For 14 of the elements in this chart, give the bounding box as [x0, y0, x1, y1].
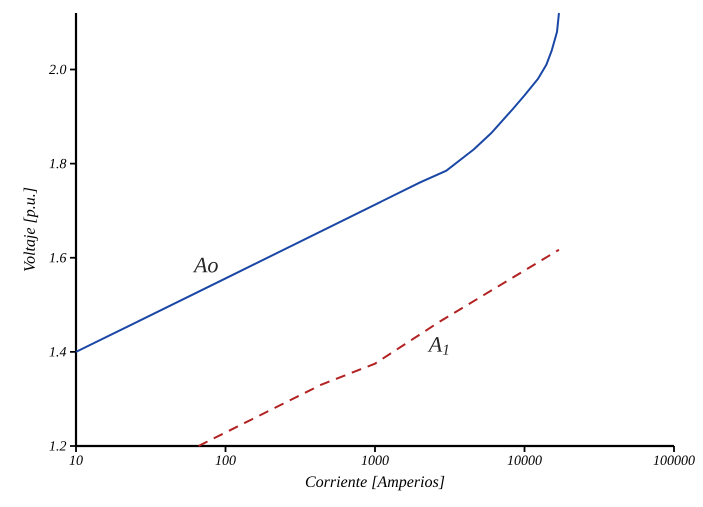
- y-tick-label: 2.0: [48, 64, 66, 74]
- x-tick-label: 100: [216, 456, 236, 465]
- x-axis-title: Corriente [Amperios]: [306, 476, 444, 490]
- x-tick-label: 1000: [362, 456, 389, 465]
- y-tick-label: 1.8: [49, 158, 66, 168]
- x-tick-label: 100000: [654, 456, 695, 465]
- series-label: Ao: [192, 258, 218, 272]
- x-tick-label: 10000: [508, 456, 542, 465]
- y-tick-label: 1.6: [49, 253, 66, 262]
- x-tick-label: 10: [70, 456, 83, 465]
- y-tick-label: 1.4: [49, 347, 66, 357]
- y-axis-title: Voltaje [p.u.]: [24, 188, 38, 272]
- series-label: A$_{1}$: [428, 337, 448, 355]
- y-tick-label: 1.2: [49, 441, 66, 451]
